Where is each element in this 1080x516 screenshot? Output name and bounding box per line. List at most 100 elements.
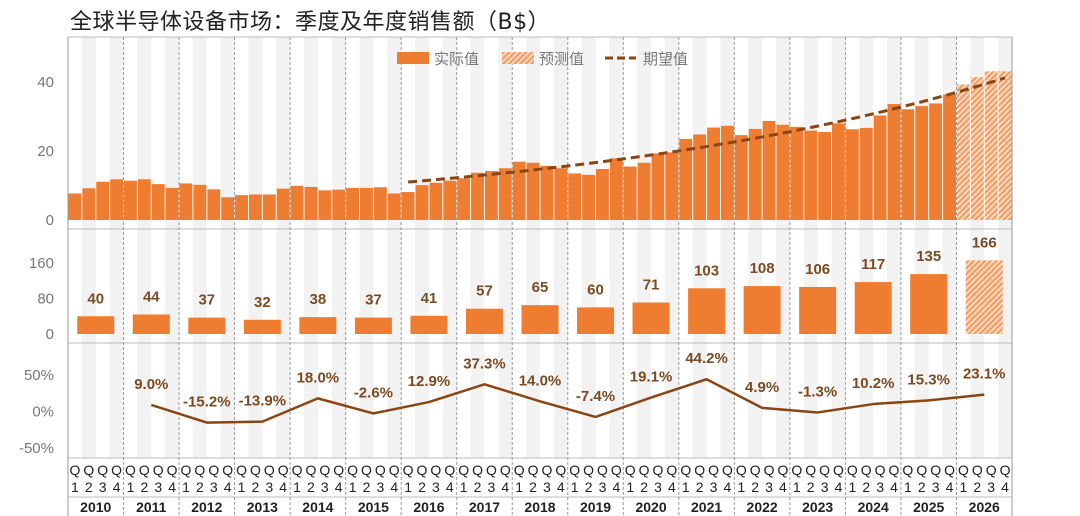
quarter-label-num: 1 — [71, 479, 79, 495]
quarter-label-q: Q — [764, 462, 775, 478]
quarter-label-q: Q — [666, 462, 677, 478]
actual-bar — [318, 190, 332, 220]
quarter-stripe — [859, 37, 874, 458]
growth-label: 23.1% — [963, 366, 1006, 383]
quarter-label-num: 3 — [376, 479, 384, 495]
year-label: 2014 — [302, 499, 333, 515]
actual-bar — [859, 127, 873, 220]
quarter-label-num: 2 — [140, 479, 148, 495]
y-tick-growth: -50% — [19, 440, 54, 457]
quarter-label-num: 4 — [724, 479, 732, 495]
quarter-label-num: 2 — [696, 479, 704, 495]
annual-value-label: 106 — [805, 261, 830, 278]
year-label: 2016 — [413, 499, 444, 515]
quarter-label-num: 1 — [515, 479, 523, 495]
quarter-label-num: 2 — [474, 479, 482, 495]
annual-value-label: 38 — [310, 291, 327, 308]
actual-bar — [720, 125, 734, 220]
actual-bar — [901, 109, 915, 220]
actual-bar — [360, 187, 373, 220]
quarter-label-q: Q — [319, 462, 330, 478]
year-label: 2011 — [136, 499, 167, 515]
annual-value-label: 40 — [87, 290, 104, 307]
quarter-label-num: 4 — [779, 479, 787, 495]
year-label: 2025 — [913, 499, 944, 515]
actual-bar — [387, 193, 401, 220]
quarter-label-num: 2 — [418, 479, 426, 495]
quarter-label-q: Q — [278, 462, 289, 478]
quarter-label-q: Q — [708, 462, 719, 478]
actual-bar — [332, 189, 346, 220]
actual-bar — [193, 184, 207, 220]
quarter-label-num: 3 — [765, 479, 773, 495]
quarter-label-num: 1 — [793, 479, 801, 495]
quarter-label-num: 3 — [321, 479, 329, 495]
quarter-label-q: Q — [222, 462, 233, 478]
quarter-label-num: 2 — [252, 479, 260, 495]
quarter-label-num: 4 — [224, 479, 232, 495]
annual-bar — [354, 317, 392, 334]
quarter-stripe — [637, 37, 652, 458]
actual-bar — [110, 179, 124, 220]
quarter-label-q: Q — [791, 462, 802, 478]
quarter-label-q: Q — [611, 462, 622, 478]
quarter-label-num: 1 — [960, 479, 968, 495]
quarter-label-q: Q — [514, 462, 525, 478]
expected-line — [407, 76, 1006, 184]
quarter-stripe — [165, 37, 180, 458]
year-label: 2026 — [969, 499, 1000, 515]
quarter-label-num: 1 — [571, 479, 579, 495]
growth-label: 15.3% — [907, 371, 950, 388]
quarter-label-num: 4 — [835, 479, 843, 495]
year-label: 2015 — [358, 499, 389, 515]
quarter-label-num: 4 — [612, 479, 620, 495]
quarter-label-num: 1 — [848, 479, 856, 495]
quarter-label-num: 3 — [488, 479, 496, 495]
quarter-label-q: Q — [833, 462, 844, 478]
quarter-label-q: Q — [930, 462, 941, 478]
quarter-label-q: Q — [417, 462, 428, 478]
actual-bar — [151, 184, 165, 220]
quarter-stripe — [581, 37, 596, 458]
actual-bar — [373, 187, 387, 220]
annual-bar — [799, 286, 837, 334]
annual-bar — [688, 288, 726, 334]
actual-bar — [776, 124, 790, 220]
actual-bar — [568, 173, 582, 220]
quarter-label-q: Q — [444, 462, 455, 478]
quarter-label-num: 4 — [390, 479, 398, 495]
annual-bar — [188, 317, 226, 334]
quarter-label-q: Q — [403, 462, 414, 478]
growth-label: 12.9% — [408, 373, 451, 390]
quarter-label-q: Q — [69, 462, 80, 478]
annual-bar — [299, 317, 337, 334]
quarter-stripe — [220, 37, 235, 458]
growth-label: -13.9% — [239, 393, 287, 410]
y-tick-quarterly: 40 — [37, 74, 54, 91]
actual-bar — [943, 94, 956, 220]
quarter-label-q: Q — [750, 462, 761, 478]
quarter-label-q: Q — [528, 462, 539, 478]
actual-bar — [929, 103, 943, 220]
quarter-stripe — [664, 37, 679, 458]
quarter-label-q: Q — [777, 462, 788, 478]
y-tick-annual: 160 — [29, 255, 54, 272]
quarter-stripe — [359, 37, 374, 458]
actual-bar — [235, 195, 248, 220]
quarter-label-q: Q — [83, 462, 94, 478]
actual-bar — [165, 187, 179, 220]
annual-value-label: 117 — [861, 256, 885, 273]
quarter-label-num: 3 — [599, 479, 607, 495]
quarter-label-num: 1 — [182, 479, 190, 495]
quarter-label-num: 3 — [932, 479, 940, 495]
quarter-label-num: 2 — [85, 479, 93, 495]
actual-bar — [887, 104, 901, 220]
quarter-label-q: Q — [236, 462, 247, 478]
quarter-label-num: 3 — [821, 479, 829, 495]
quarter-stripe — [442, 37, 457, 458]
quarter-label-q: Q — [292, 462, 303, 478]
actual-bar — [637, 162, 651, 220]
growth-label: -1.3% — [798, 383, 837, 400]
annual-value-label: 71 — [643, 276, 660, 293]
actual-bar — [484, 171, 498, 220]
